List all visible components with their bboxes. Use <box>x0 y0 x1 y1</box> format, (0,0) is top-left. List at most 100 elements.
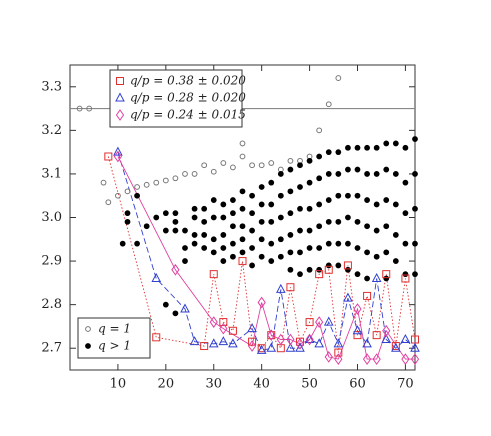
point <box>230 223 236 230</box>
point <box>153 214 160 221</box>
legend-label: q/p = 0.24 ± 0.015 <box>130 108 246 122</box>
point <box>230 240 236 247</box>
point <box>335 149 342 156</box>
point <box>364 171 370 177</box>
point <box>306 227 313 234</box>
point <box>228 338 238 348</box>
point <box>182 258 188 264</box>
point <box>304 333 315 343</box>
point <box>333 338 344 348</box>
point <box>218 336 229 346</box>
point <box>119 240 126 247</box>
point <box>220 160 227 166</box>
point <box>268 258 275 264</box>
legend: q = 1 q > 1 <box>77 317 151 359</box>
x-tick-label: 30 <box>205 377 222 392</box>
point <box>201 218 208 225</box>
point <box>172 175 179 182</box>
point <box>153 179 160 186</box>
point <box>287 157 294 164</box>
x-tick-label: 10 <box>110 377 127 392</box>
point <box>172 218 179 225</box>
point <box>191 240 198 247</box>
point <box>230 253 236 260</box>
point <box>162 210 169 217</box>
point <box>297 184 303 190</box>
point <box>402 271 409 278</box>
point <box>335 262 342 269</box>
legend-label: q/p = 0.28 ± 0.020 <box>130 91 246 105</box>
point <box>143 223 150 230</box>
point <box>238 257 247 266</box>
point <box>316 153 323 160</box>
legend-box <box>77 317 151 359</box>
point <box>306 179 313 186</box>
point <box>352 325 363 335</box>
point <box>258 201 265 208</box>
point <box>115 109 125 121</box>
point <box>247 340 257 352</box>
point <box>124 188 131 195</box>
point <box>249 210 255 217</box>
point <box>315 316 324 328</box>
point <box>172 310 179 317</box>
point <box>268 240 275 247</box>
point <box>306 157 313 164</box>
legend-box <box>109 69 243 128</box>
point <box>354 166 361 173</box>
point <box>316 127 323 134</box>
y-tick-label: 2.8 <box>41 297 62 312</box>
x-tick-label: 50 <box>301 377 318 392</box>
point <box>381 333 392 343</box>
point <box>286 333 295 346</box>
point <box>239 249 246 256</box>
point <box>85 343 91 349</box>
point <box>151 272 162 282</box>
point <box>401 353 410 365</box>
point <box>401 274 410 283</box>
point <box>345 266 351 273</box>
point <box>325 262 332 269</box>
point <box>362 353 372 365</box>
point <box>219 322 228 335</box>
point <box>372 353 381 365</box>
y-tick-label: 3.2 <box>41 123 62 138</box>
point <box>249 192 255 199</box>
point <box>345 214 351 221</box>
point <box>258 253 265 260</box>
point <box>182 245 188 251</box>
point <box>268 179 275 186</box>
series-line <box>107 156 416 353</box>
point <box>305 333 314 346</box>
point <box>219 318 228 327</box>
point <box>191 214 198 221</box>
point <box>239 236 246 243</box>
legend: q/p = 0.38 ± 0.020 q/p = 0.28 ± 0.020 q/p … <box>109 69 246 128</box>
point <box>258 162 265 169</box>
point <box>354 144 361 151</box>
y-tick-label: 3.1 <box>41 166 62 181</box>
point <box>287 249 294 256</box>
point <box>182 171 188 177</box>
point <box>201 232 208 238</box>
point <box>257 296 266 309</box>
point <box>247 323 257 333</box>
point <box>297 227 303 234</box>
point <box>113 150 123 163</box>
point <box>372 331 381 340</box>
point <box>277 214 284 221</box>
point <box>182 227 188 234</box>
point <box>392 171 399 177</box>
point <box>410 342 420 352</box>
point <box>287 210 294 217</box>
point <box>410 353 420 365</box>
point <box>249 245 255 251</box>
x-tick-label: 70 <box>397 377 414 392</box>
point <box>316 245 323 251</box>
point <box>115 192 121 199</box>
point <box>400 333 411 343</box>
point <box>363 291 372 300</box>
point <box>402 240 409 247</box>
point <box>297 205 303 212</box>
